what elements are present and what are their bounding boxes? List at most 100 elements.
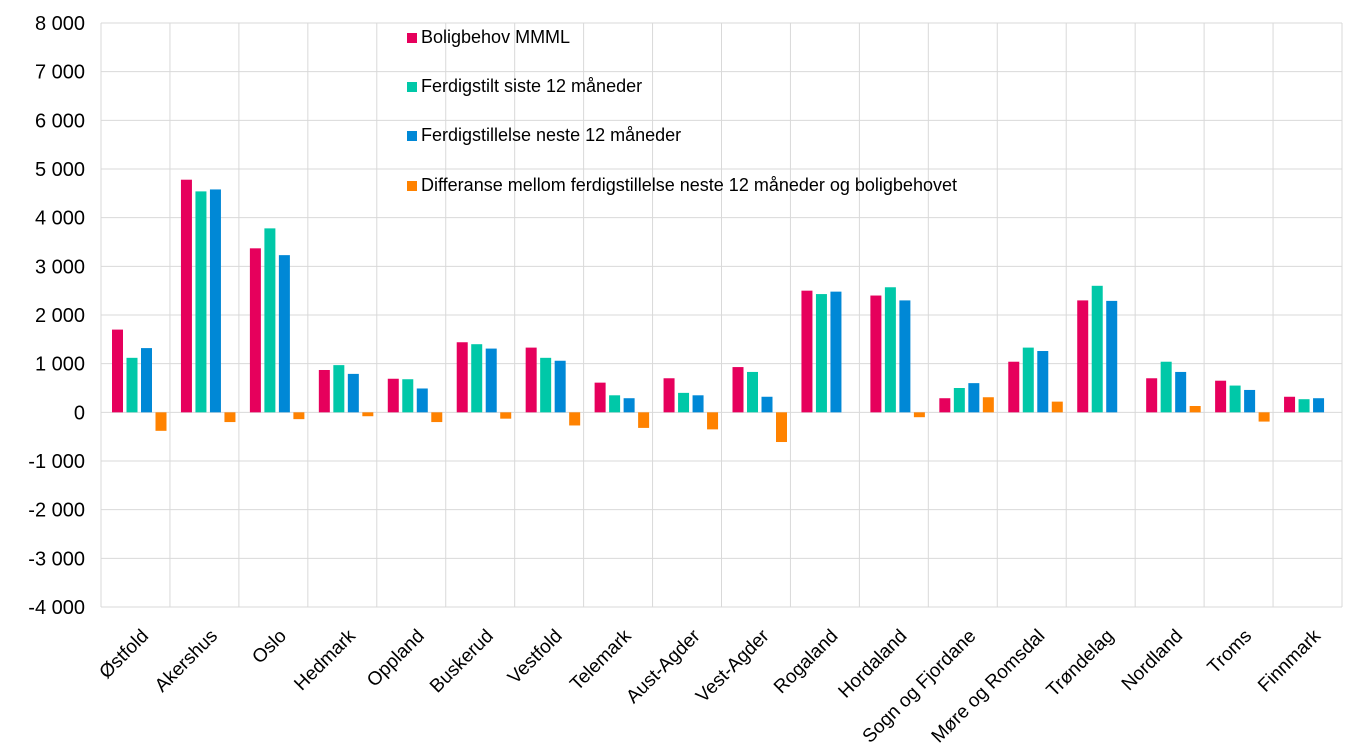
bar-3 <box>899 300 911 413</box>
y-tick-label: 0 <box>74 402 85 424</box>
bar-3 <box>554 360 566 413</box>
bar-4 <box>1189 406 1201 413</box>
bar-4 <box>500 412 512 419</box>
bar-1 <box>112 329 123 413</box>
legend-label: Differanse mellom ferdigstillelse neste … <box>421 175 957 195</box>
x-category-label: Telemark <box>566 625 636 695</box>
x-category-label: Akershus <box>151 626 222 697</box>
x-category-label: Troms <box>1204 626 1256 678</box>
bar-1 <box>801 290 813 413</box>
x-category-label: Østfold <box>96 626 153 683</box>
bar-3 <box>692 395 704 413</box>
bar-2 <box>1022 347 1034 413</box>
bar-2 <box>195 191 207 413</box>
bar-4 <box>982 397 994 413</box>
bar-4 <box>155 412 167 431</box>
bar-3 <box>141 348 152 413</box>
bar-2 <box>402 379 414 413</box>
bar-1 <box>456 342 468 413</box>
bar-2 <box>333 365 345 413</box>
bar-1 <box>1215 380 1227 413</box>
bar-4 <box>707 412 719 430</box>
bar-4 <box>638 412 650 428</box>
bar-2 <box>747 371 758 413</box>
bar-2 <box>1298 399 1310 413</box>
bar-3 <box>761 396 773 413</box>
bar-1 <box>1284 396 1296 413</box>
y-tick-label: 3 000 <box>35 256 85 278</box>
bar-1 <box>594 382 606 413</box>
legend-swatch <box>407 131 417 141</box>
legend-label: Boligbehov MMML <box>421 27 570 47</box>
bar-1 <box>870 295 882 413</box>
bars <box>112 179 1325 443</box>
bar-2 <box>1160 361 1172 413</box>
legend: Boligbehov MMML Ferdigstilt siste 12 måne… <box>407 27 957 195</box>
bar-2 <box>471 344 483 413</box>
bar-1 <box>1146 378 1158 413</box>
bar-2 <box>609 395 621 413</box>
y-tick-label: -4 000 <box>28 597 85 619</box>
y-tick-label: 1 000 <box>35 354 85 376</box>
bar-4 <box>293 412 305 420</box>
x-category-label: Finnmark <box>1254 625 1325 696</box>
gridlines <box>100 22 1343 608</box>
y-tick-label: 8 000 <box>35 13 85 35</box>
legend-swatch <box>407 33 417 43</box>
bar-3 <box>1175 371 1187 413</box>
bar-1 <box>318 369 330 413</box>
bar-3 <box>830 291 842 413</box>
bar-4 <box>776 412 787 443</box>
bar-4 <box>224 412 236 423</box>
x-category-label: Hedmark <box>290 625 360 695</box>
bar-4 <box>1258 412 1270 422</box>
x-category-label: Trøndelag <box>1043 626 1119 702</box>
bar-3 <box>209 189 221 413</box>
bar-4 <box>913 412 925 418</box>
x-category-label: Oppland <box>363 626 429 692</box>
y-axis: 8 000 7 000 6 000 5 000 4 000 3 000 2 000 1 000… <box>28 13 85 619</box>
legend-swatch <box>407 181 417 191</box>
y-tick-label: 6 000 <box>35 110 85 132</box>
x-category-label: Nordland <box>1118 626 1187 695</box>
y-tick-label: 4 000 <box>35 208 85 230</box>
x-category-label: Buskerud <box>426 626 498 698</box>
legend-label: Ferdigstilt siste 12 måneder <box>421 76 642 96</box>
y-tick-label: -2 000 <box>28 500 85 522</box>
bar-1 <box>180 179 192 413</box>
legend-swatch <box>407 82 417 92</box>
bar-2 <box>953 388 965 413</box>
bar-3 <box>1313 398 1325 413</box>
bar-3 <box>623 398 635 413</box>
bar-2 <box>540 357 552 413</box>
bar-4 <box>431 412 443 423</box>
x-category-label: Oslo <box>248 626 290 668</box>
bar-1 <box>249 248 261 413</box>
bar-3 <box>278 255 290 413</box>
bar-2 <box>1091 285 1103 413</box>
bar-1 <box>1077 300 1089 413</box>
bar-2 <box>126 357 138 413</box>
bar-2 <box>815 294 827 413</box>
bar-1 <box>525 347 537 413</box>
bar-1 <box>939 398 951 413</box>
x-category-label: Vest-Agder <box>692 625 774 707</box>
y-tick-label: 2 000 <box>35 305 85 327</box>
y-tick-label: 7 000 <box>35 62 85 84</box>
y-tick-label: 5 000 <box>35 159 85 181</box>
bar-1 <box>387 378 399 413</box>
bar-4 <box>569 412 581 426</box>
y-tick-label: -3 000 <box>28 548 85 570</box>
bar-3 <box>347 373 359 413</box>
legend-label: Ferdigstillelse neste 12 måneder <box>421 125 681 145</box>
x-category-label: Rogaland <box>770 626 842 698</box>
bar-2 <box>264 228 276 413</box>
bar-1 <box>732 367 744 413</box>
y-tick-label: -1 000 <box>28 451 85 473</box>
bar-3 <box>1106 300 1118 413</box>
bar-1 <box>663 378 675 413</box>
bar-4 <box>362 412 374 417</box>
bar-4 <box>1051 401 1063 413</box>
